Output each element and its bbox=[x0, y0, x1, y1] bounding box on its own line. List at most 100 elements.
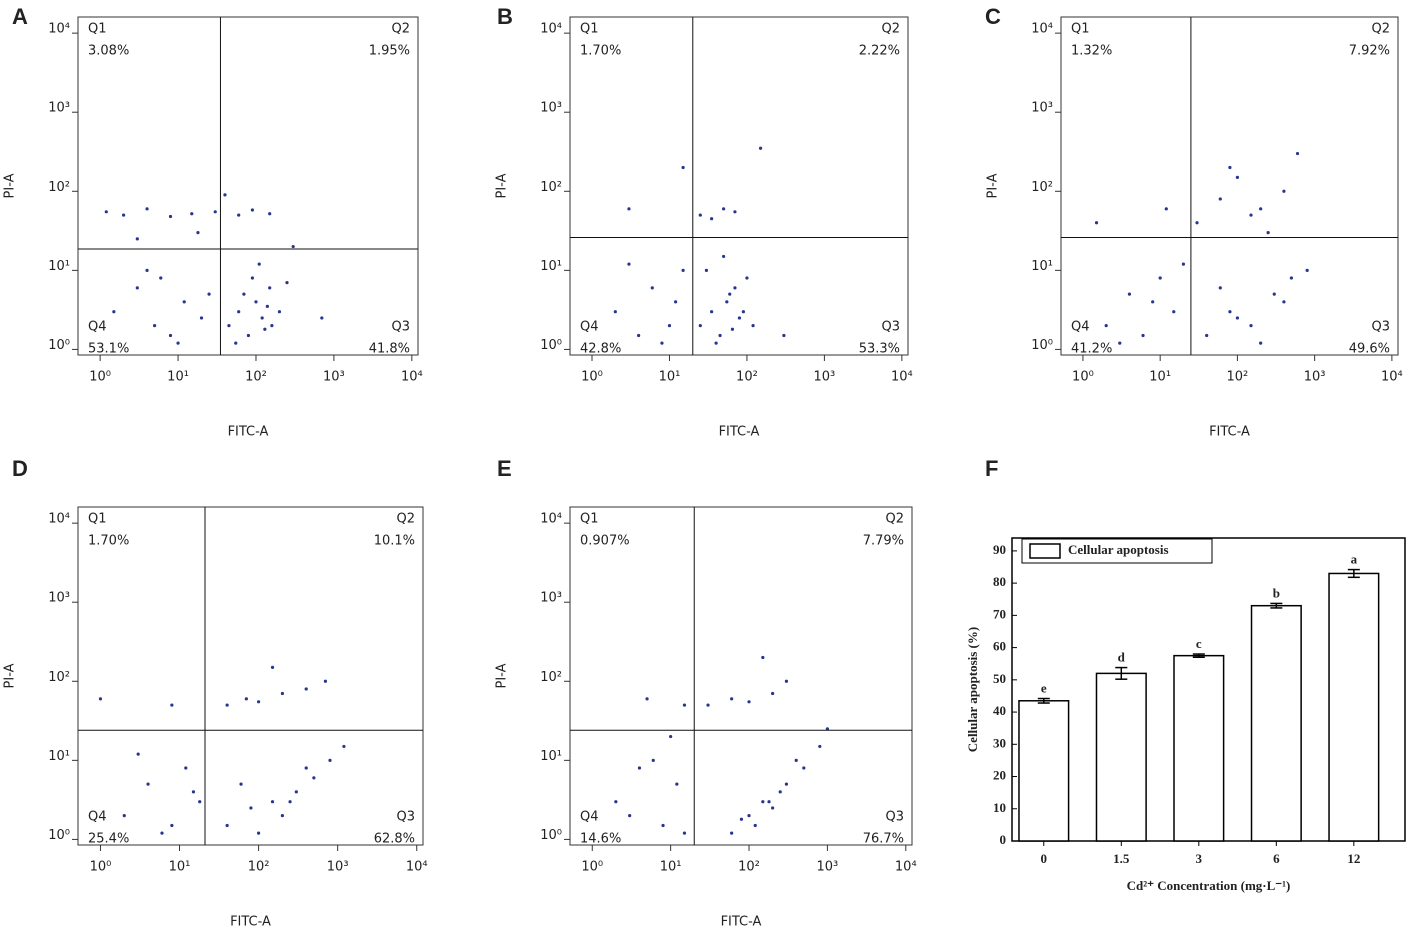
event-dot bbox=[198, 800, 202, 804]
event-dot bbox=[784, 679, 789, 683]
x-tick-label: 10⁰ bbox=[89, 370, 111, 385]
event-dot bbox=[176, 341, 180, 345]
event-dot bbox=[168, 214, 173, 219]
event-dot bbox=[342, 744, 346, 749]
event-dot bbox=[818, 744, 822, 749]
event-dot bbox=[250, 276, 255, 280]
event-dot bbox=[152, 324, 157, 328]
event-dot bbox=[628, 814, 632, 818]
y-tick-label: 10¹ bbox=[540, 749, 562, 764]
event-dot bbox=[1305, 268, 1309, 272]
quadrant-percent: 76.7% bbox=[863, 832, 904, 847]
x-tick-label: 10¹ bbox=[167, 370, 189, 385]
event-dot bbox=[761, 655, 765, 660]
quadrant-name: Q1 bbox=[580, 22, 599, 37]
x-axis-label: FITC-A bbox=[719, 425, 760, 440]
x-axis-label: FITC-A bbox=[1209, 425, 1250, 440]
event-dot bbox=[98, 697, 103, 701]
quadrant-name: Q3 bbox=[1371, 320, 1390, 335]
panel-letter: B bbox=[497, 4, 513, 29]
x-tick-label: 10² bbox=[1227, 370, 1249, 385]
event-dot bbox=[782, 333, 786, 338]
significance-letter: a bbox=[1351, 552, 1358, 567]
event-dot bbox=[225, 703, 229, 707]
event-dot bbox=[669, 734, 673, 739]
event-dot bbox=[1235, 175, 1240, 179]
event-dot bbox=[718, 333, 722, 338]
event-dot bbox=[256, 700, 261, 704]
event-dot bbox=[674, 300, 678, 304]
y-tick-label: 90 bbox=[993, 542, 1006, 557]
quadrant-name: Q2 bbox=[391, 22, 410, 37]
event-dot bbox=[730, 697, 734, 701]
event-dot bbox=[285, 280, 289, 285]
panel-letter: A bbox=[12, 4, 28, 29]
quadrant-name: Q1 bbox=[88, 22, 107, 37]
y-tick-label: 50 bbox=[993, 671, 1006, 686]
event-dot bbox=[1228, 310, 1232, 314]
event-dot bbox=[213, 210, 217, 214]
y-axis-label: PI-A bbox=[495, 173, 510, 198]
event-dot bbox=[1289, 276, 1293, 280]
event-dot bbox=[1295, 151, 1300, 156]
event-dot bbox=[1228, 165, 1232, 170]
event-dot bbox=[104, 210, 108, 214]
event-dot bbox=[199, 316, 204, 320]
event-dot bbox=[1218, 197, 1222, 201]
event-dot bbox=[323, 679, 328, 683]
x-tick-label: 10³ bbox=[1304, 370, 1326, 385]
quadrant-percent: 1.70% bbox=[88, 534, 129, 549]
y-tick-label: 10 bbox=[993, 800, 1006, 815]
event-dot bbox=[771, 806, 775, 810]
event-dot bbox=[145, 207, 149, 211]
y-tick-label: 10¹ bbox=[1031, 259, 1053, 274]
quadrant-name: Q4 bbox=[88, 810, 107, 825]
x-tick-label: 10⁴ bbox=[891, 370, 913, 385]
event-dot bbox=[1141, 333, 1145, 338]
x-axis-label: FITC-A bbox=[228, 425, 269, 440]
event-dot bbox=[613, 310, 617, 314]
quadrant-percent: 1.95% bbox=[369, 44, 410, 59]
event-dot bbox=[784, 782, 789, 786]
event-dot bbox=[660, 341, 664, 345]
event-dot bbox=[1266, 231, 1270, 235]
event-dot bbox=[771, 691, 775, 696]
y-tick-label: 80 bbox=[993, 574, 1006, 589]
event-dot bbox=[645, 697, 649, 701]
event-dot bbox=[1282, 189, 1286, 193]
event-dot bbox=[725, 300, 729, 304]
event-dot bbox=[802, 766, 806, 770]
event-dot bbox=[745, 276, 749, 280]
event-dot bbox=[794, 758, 798, 762]
y-tick-label: 60 bbox=[993, 639, 1006, 654]
quadrant-name: Q4 bbox=[580, 810, 599, 825]
plot-frame bbox=[569, 506, 913, 846]
quadrant-name: Q2 bbox=[885, 512, 904, 527]
quadrant-percent: 41.8% bbox=[369, 342, 410, 357]
quadrant-percent: 7.92% bbox=[1349, 44, 1390, 59]
event-dot bbox=[191, 790, 196, 794]
event-dot bbox=[160, 831, 164, 835]
event-dot bbox=[242, 292, 246, 296]
event-dot bbox=[190, 212, 194, 216]
quadrant-percent: 42.8% bbox=[580, 342, 621, 357]
x-tick-label: 10¹ bbox=[169, 860, 191, 875]
y-tick-label: 10¹ bbox=[540, 259, 562, 274]
event-dot bbox=[249, 806, 253, 810]
y-tick-label: 10⁰ bbox=[48, 828, 70, 843]
event-dot bbox=[1127, 292, 1132, 296]
event-dot bbox=[1235, 316, 1240, 320]
x-axis-label: Cd²⁺ Concentration (mg·L⁻¹) bbox=[1127, 878, 1291, 893]
x-tick-label: 10¹ bbox=[659, 370, 681, 385]
y-axis-label: PI-A bbox=[3, 663, 18, 688]
event-dot bbox=[237, 310, 241, 314]
x-tick-label: 10³ bbox=[817, 860, 839, 875]
x-tick-label: 10⁰ bbox=[581, 370, 603, 385]
event-dot bbox=[112, 310, 116, 314]
quadrant-percent: 0.907% bbox=[580, 534, 630, 549]
event-dot bbox=[1172, 310, 1176, 314]
y-tick-label: 10² bbox=[1031, 180, 1053, 195]
event-dot bbox=[256, 831, 261, 835]
quadrant-percent: 53.1% bbox=[88, 342, 129, 357]
event-dot bbox=[710, 217, 714, 221]
